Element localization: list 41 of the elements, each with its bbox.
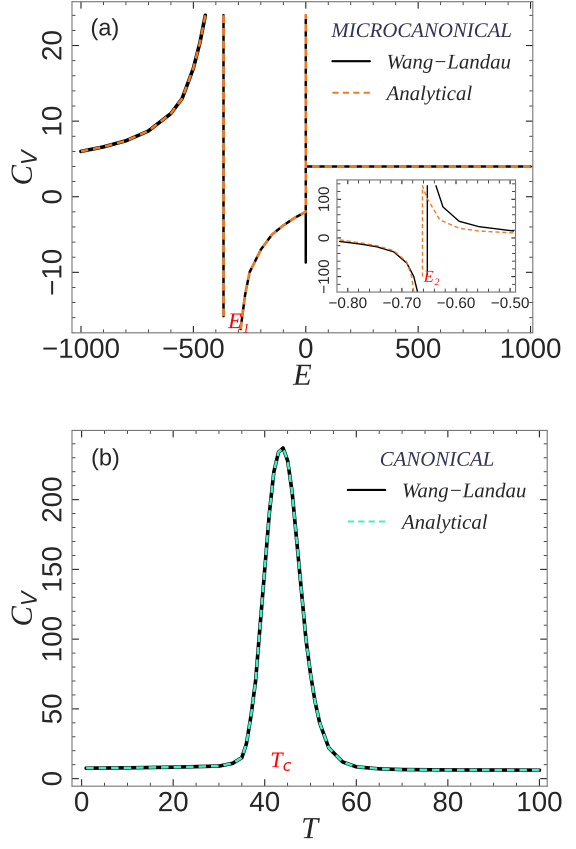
y-tick-label: 0: [42, 772, 62, 786]
x-tick-label: −500: [163, 338, 224, 358]
x-tick-label: 100: [518, 792, 562, 812]
x-tick-label: 0: [299, 338, 312, 358]
x-tick-label: 60: [342, 792, 371, 812]
y-tick-label: 100: [42, 617, 62, 660]
x-tick-label: −0.70: [383, 297, 421, 308]
y-tick-label: 50: [42, 694, 62, 724]
x-axis-title: E: [292, 364, 312, 385]
legend-label: Wang−Landau: [388, 54, 510, 73]
x-tick-label: 80: [434, 792, 462, 812]
x-tick-label: −1000: [43, 338, 119, 358]
x-axis-title: T: [303, 818, 320, 838]
legend-title: MICROCANONICAL: [331, 23, 511, 38]
legend-label: Wang−Landau: [403, 482, 526, 502]
annotation: T$_{c}$: [272, 752, 292, 771]
y-axis-title: C$_{V}$: [11, 148, 37, 184]
x-tick-label: 0: [74, 792, 88, 812]
y-tick-label: 200: [42, 478, 62, 522]
y-tick-label: 10: [42, 106, 62, 134]
x-tick-label: −0.80: [329, 297, 367, 308]
x-tick-label: −0.60: [437, 297, 475, 308]
y-tick-label: 20: [42, 31, 62, 60]
legend-label: Analytical: [400, 514, 488, 534]
legend-label: Analytical: [385, 86, 472, 105]
x-tick-label: −0.50: [492, 297, 529, 308]
x-tick-label: 1000: [502, 338, 560, 358]
y-tick-label: 100: [318, 187, 330, 211]
x-tick-label: 500: [396, 338, 440, 358]
annotation: (b): [92, 448, 118, 470]
x-tick-label: 20: [159, 792, 188, 812]
annotation: (a): [92, 18, 118, 40]
y-tick-label: 0: [42, 190, 62, 204]
x-tick-label: 40: [250, 792, 280, 812]
y-tick-label: −10: [42, 250, 62, 295]
annotation: E₂: [423, 270, 440, 286]
y-tick-label: 150: [42, 547, 62, 590]
y-axis-title: C$_{V}$: [11, 590, 37, 625]
y-tick-label: −100: [318, 260, 330, 294]
y-tick-label: 0: [318, 234, 330, 242]
legend-title: CANONICAL: [380, 452, 494, 466]
